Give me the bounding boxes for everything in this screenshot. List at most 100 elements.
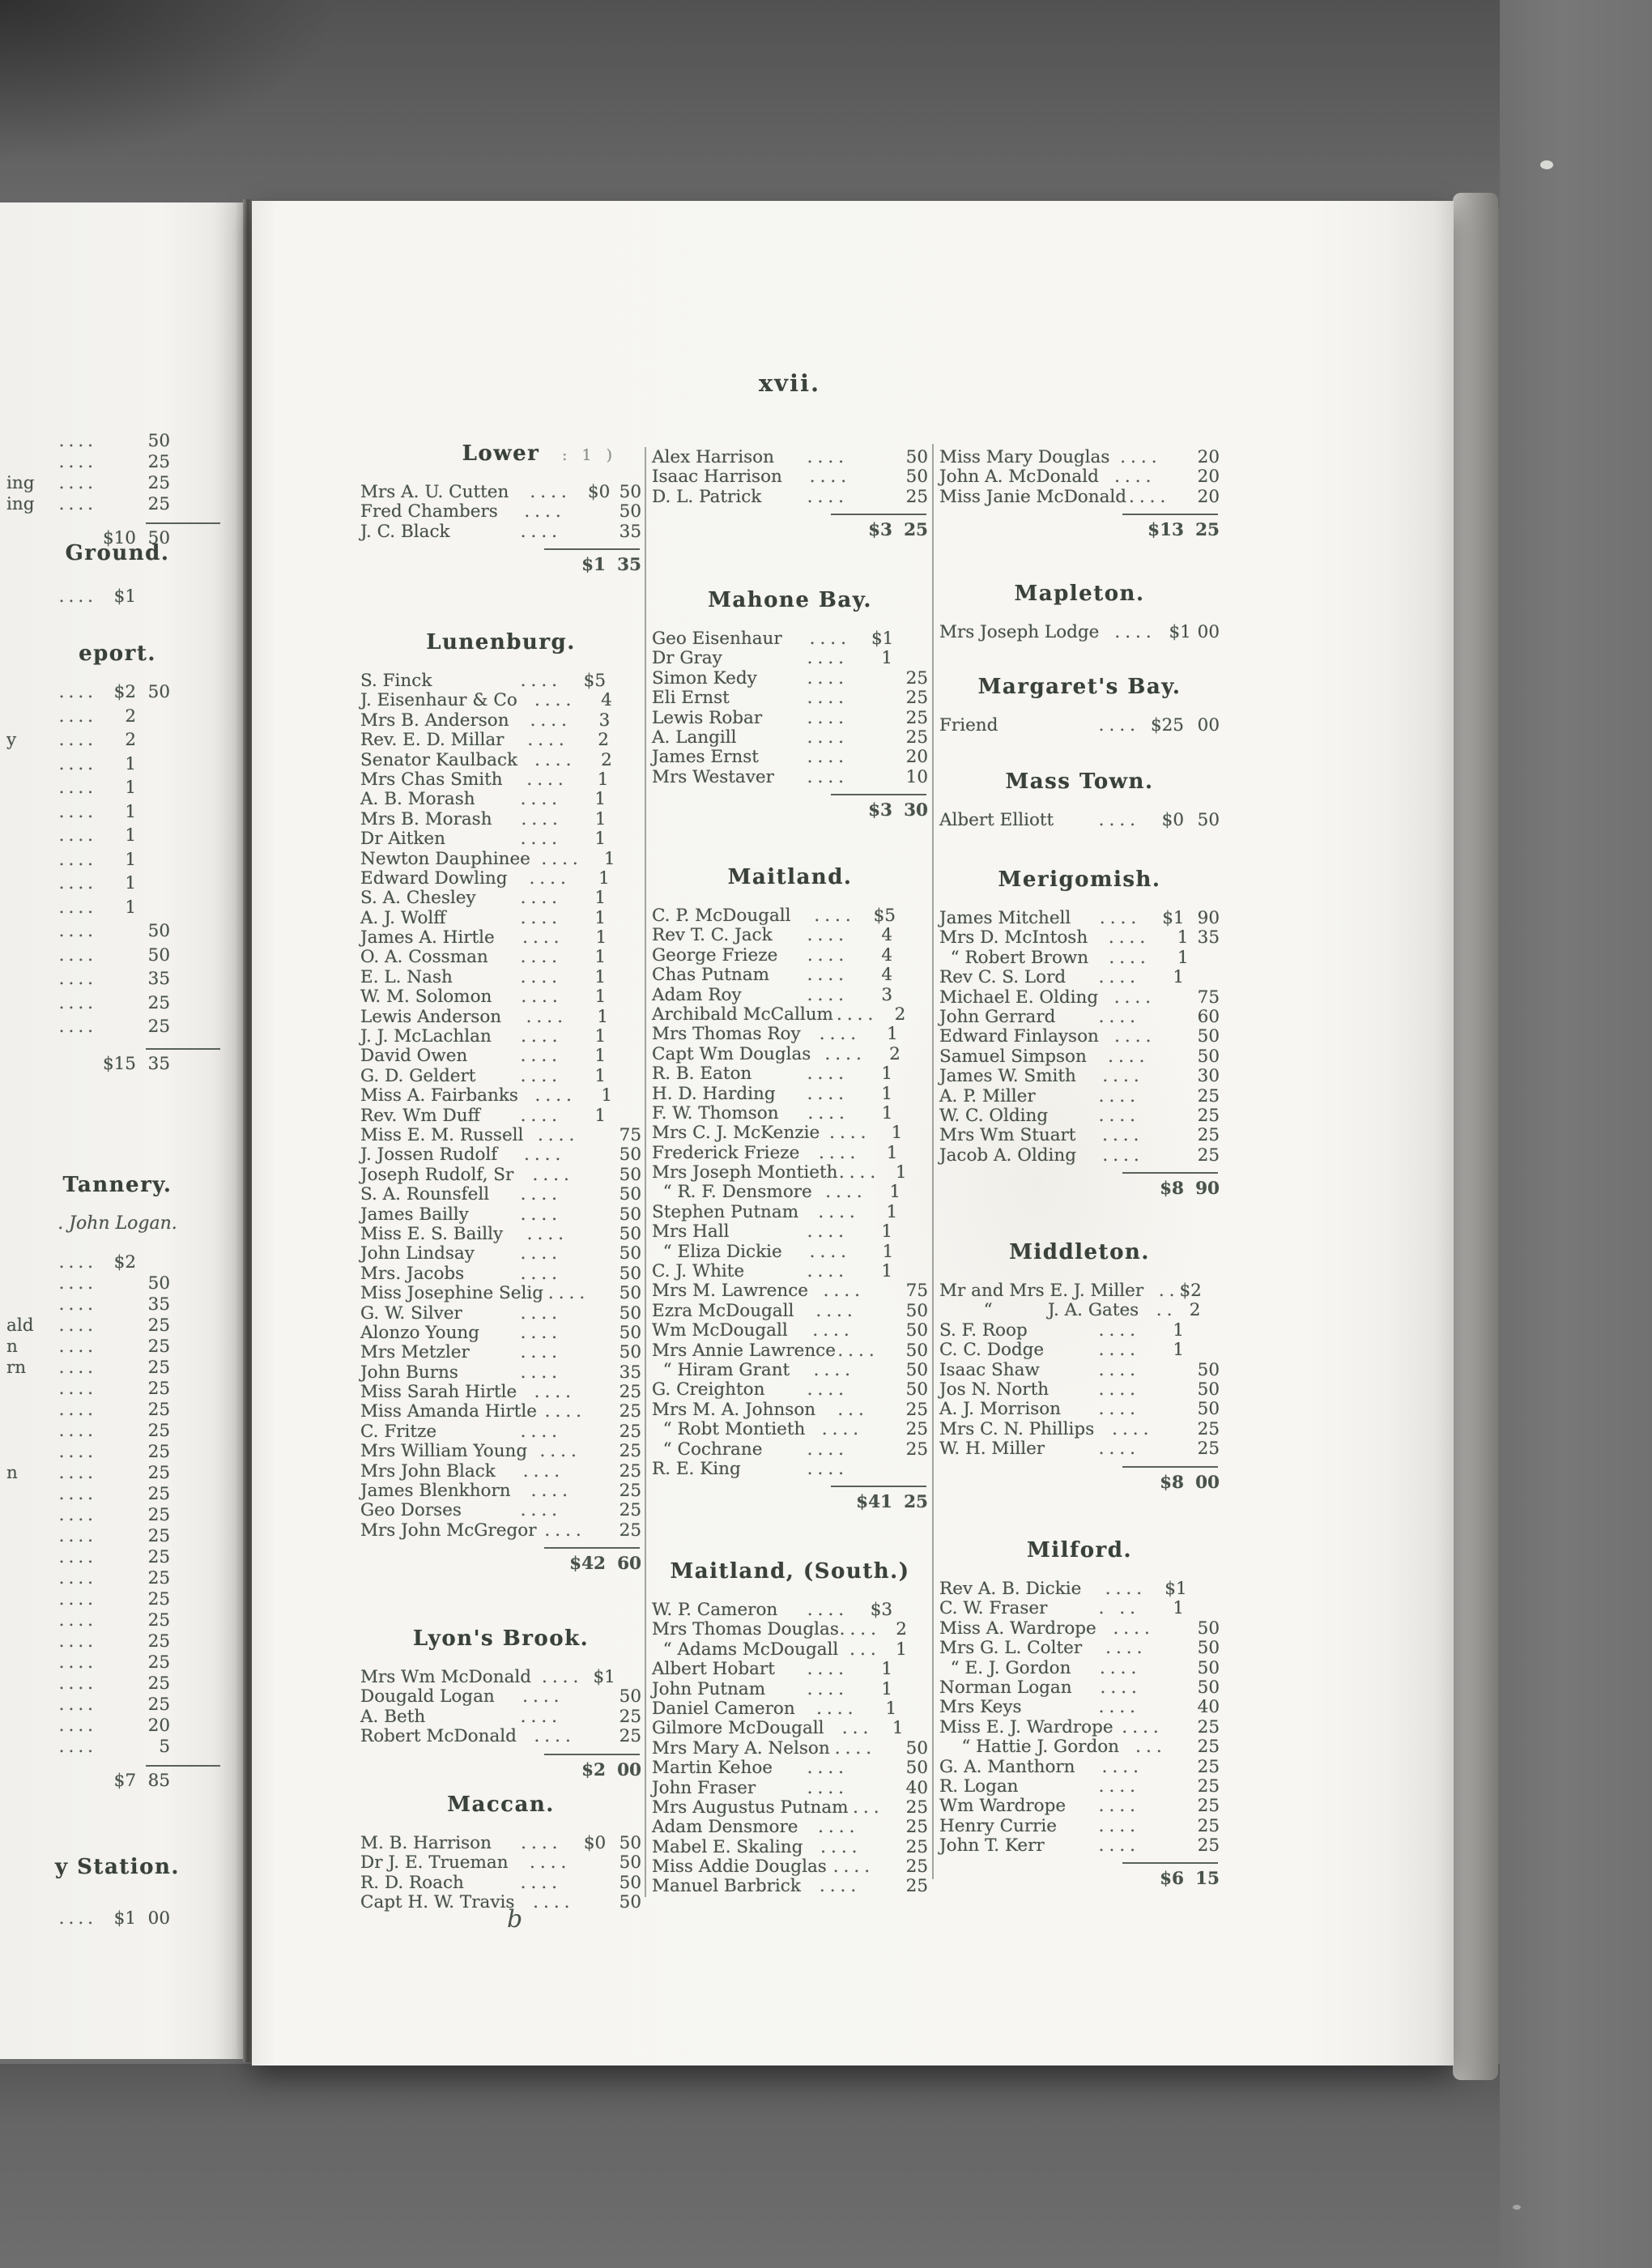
amount-cents: 85 [147,1771,170,1791]
ledger-row-fragment: .... 25 [6,1652,228,1673]
ledger-row: Geo Eisenhaur.... $1 [652,629,928,649]
leader-dots: .... [537,1124,580,1145]
amount-dollars: 1 [595,927,607,949]
section-header: Mahone Bay. [708,588,872,612]
leader-dots: .... [1122,1716,1164,1737]
leader-dots: .... [526,769,568,790]
leader-dots: .... [542,1667,584,1687]
leader-dots: .... [530,482,572,502]
ledger-row: Mr and Mrs E. J. Miller.. $2 [939,1281,1220,1301]
leader-dots: .... [520,1184,562,1205]
ledger-row: Capt Wm Douglas.... 2 [652,1044,928,1064]
donor-name: Mabel E. Skaling [652,1836,803,1857]
amount-cents: 25 [619,1726,641,1747]
leader-dots: .... [807,984,849,1005]
leader-dots: .... [58,1421,97,1441]
donor-name: Ezra McDougall [652,1300,794,1321]
donor-name: John Burns [360,1362,458,1383]
ledger-row-fragment: .... 50 [6,1273,228,1294]
section-header: Maccan. [447,1793,555,1817]
amount-dollars: 2 [125,706,136,727]
donor-name: Mrs Joseph Lodge [939,622,1100,642]
ledger-section: Mahone Bay. Geo Eisenhaur.... $1 Dr Gray...… [652,588,928,821]
amount-dollars: 1 [597,769,609,790]
amount-dollars: $6 [1160,1869,1184,1890]
ledger-row: S. A. Rounsfell.... 50 [360,1184,641,1204]
leader-dots: .... [58,1610,97,1631]
leader-dots: .... [58,992,97,1013]
ledger-row: “ Eliza Dickie.... 1 [652,1241,928,1262]
donor-name: Lewis Anderson [360,1006,502,1027]
amount-dollars: 1 [125,825,136,846]
ledger-row: C. P. McDougall.... $5 [652,906,928,926]
leader-dots: .... [526,1006,568,1027]
amount-cents: 25 [1197,1085,1220,1106]
leader-dots: .... [807,965,849,986]
amount-dollars: $2 [113,682,136,702]
paper-stain [867,930,1207,1432]
ledger-row: Norman Logan.... 50 [939,1678,1220,1698]
amount-cents: 50 [1197,1618,1220,1639]
leader-dots: .... [1105,1638,1147,1659]
leader-dots: .... [520,1342,562,1363]
ledger-row: R. D. Roach.... 50 [360,1873,641,1893]
amount-dollars: 1 [125,849,136,870]
ledger-row: Mrs Thomas Roy.... 1 [652,1024,928,1044]
ledger-row: Daniel Cameron.... 1 [652,1699,928,1719]
amount-cents: 25 [147,1315,170,1336]
leader-dots: .... [520,671,562,691]
donor-name: S. A. Chesley [360,888,476,909]
amount-cents: 40 [905,1777,928,1798]
amount-cents: 50 [147,1273,170,1294]
donor-name: Chas Putnam [652,965,769,986]
leader-dots: .... [807,1777,849,1798]
leader-dots: .... [547,1283,590,1304]
leader-dots: .... [807,1758,849,1779]
amount-dollars: 1 [594,829,606,850]
leader-dots: .... [807,1083,849,1104]
ledger-section: Lunenburg. S. Finck.... $5 J. Eisenhaur & C… [360,630,641,1574]
amount-cents: 25 [1197,1716,1220,1737]
amount-cents: 25 [1197,1756,1220,1777]
ledger-row: Mrs Hall.... 1 [652,1221,928,1242]
donor-name: Alex Harrison [652,447,774,467]
leader-dots: .... [527,730,569,751]
ledger-row-fragment: rn.... 25 [6,1358,228,1379]
amount-dollars: $1 [1169,622,1191,642]
ledger-row: J. Eisenhaur & Co.... 4 [360,690,641,710]
leader-dots: .... [809,629,851,649]
amount-cents: 30 [904,800,928,821]
leader-dots: .... [807,667,849,688]
amount-dollars: 1 [594,907,606,928]
donor-name: W. M. Solomon [360,987,492,1008]
donor-name: Miss Amanda Hirtle [360,1401,537,1422]
donor-name-fragment: ald [6,1315,34,1336]
leader-dots: .... [520,1263,562,1284]
leader-dots: .... [1098,1085,1140,1106]
donor-name: Senator Kaulback [360,749,518,770]
ledger-row: Mrs Wm McDonald.... $1 [360,1667,641,1687]
leader-dots: .... [838,1162,881,1183]
amount-dollars: 1 [1177,927,1189,949]
leader-dots: ... [837,1399,869,1420]
leader-dots: .... [58,1505,97,1525]
leader-dots: .... [836,1004,879,1025]
ledger-row-fragment: .... 25 [6,1695,228,1716]
amount-cents: 50 [905,1758,928,1779]
leader-dots: .... [522,1686,564,1707]
amount-cents: 50 [905,1340,928,1361]
donor-name: J. Jossen Rudolf [360,1145,498,1166]
leader-dots: .... [520,1204,562,1225]
ledger-row: J. J. McLachlan.... 1 [360,1026,641,1047]
ledger-row: Miss E. M. Russell.... 75 [360,1125,641,1145]
amount-cents: 60 [617,1554,641,1575]
leader-dots: .... [1112,1418,1154,1439]
leader-dots: .... [807,1379,849,1400]
amount-cents: 25 [147,1589,170,1609]
amount-cents: 00 [1197,622,1220,642]
donor-name-fragment: n [6,1463,18,1483]
leader-dots: .... [1098,1697,1140,1718]
ledger-row-fragment: .... 50 [6,431,228,452]
donor-name: Mrs Westaver [652,766,774,787]
amount-dollars: 1 [882,1241,894,1262]
